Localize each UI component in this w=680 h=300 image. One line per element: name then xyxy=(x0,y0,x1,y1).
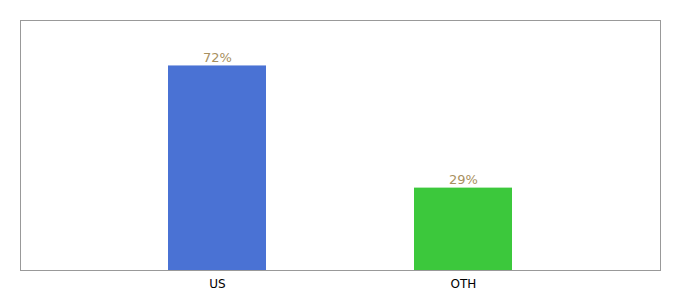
svg-text:OTH: OTH xyxy=(451,277,477,291)
svg-text:29%: 29% xyxy=(449,172,478,187)
svg-text:72%: 72% xyxy=(203,50,232,65)
svg-text:US: US xyxy=(209,277,225,291)
